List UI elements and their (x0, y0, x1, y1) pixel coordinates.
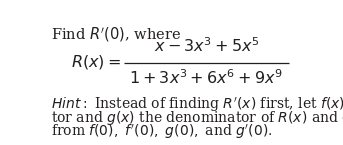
Text: $R(x) =$: $R(x) =$ (71, 53, 121, 71)
Text: $1 + 3x^3 + 6x^6 + 9x^9$: $1 + 3x^3 + 6x^6 + 9x^9$ (129, 69, 283, 88)
Text: $x - 3x^3 + 5x^5$: $x - 3x^3 + 5x^5$ (154, 38, 259, 56)
Text: tor and $g(x)$ the denominator of $R(x)$ and compute $R'(0)$: tor and $g(x)$ the denominator of $R(x)$… (51, 109, 343, 128)
Text: from $f(0),$ $f'(0),$ $g(0),$ and $g'(0).$: from $f(0),$ $f'(0),$ $g(0),$ and $g'(0)… (51, 123, 272, 141)
Text: Find $R'(0)$, where: Find $R'(0)$, where (51, 25, 181, 44)
Text: $\mathit{Hint:}$ Instead of finding $R'(x)$ first, let $f(x)$ be the numera-: $\mathit{Hint:}$ Instead of finding $R'(… (51, 96, 343, 114)
